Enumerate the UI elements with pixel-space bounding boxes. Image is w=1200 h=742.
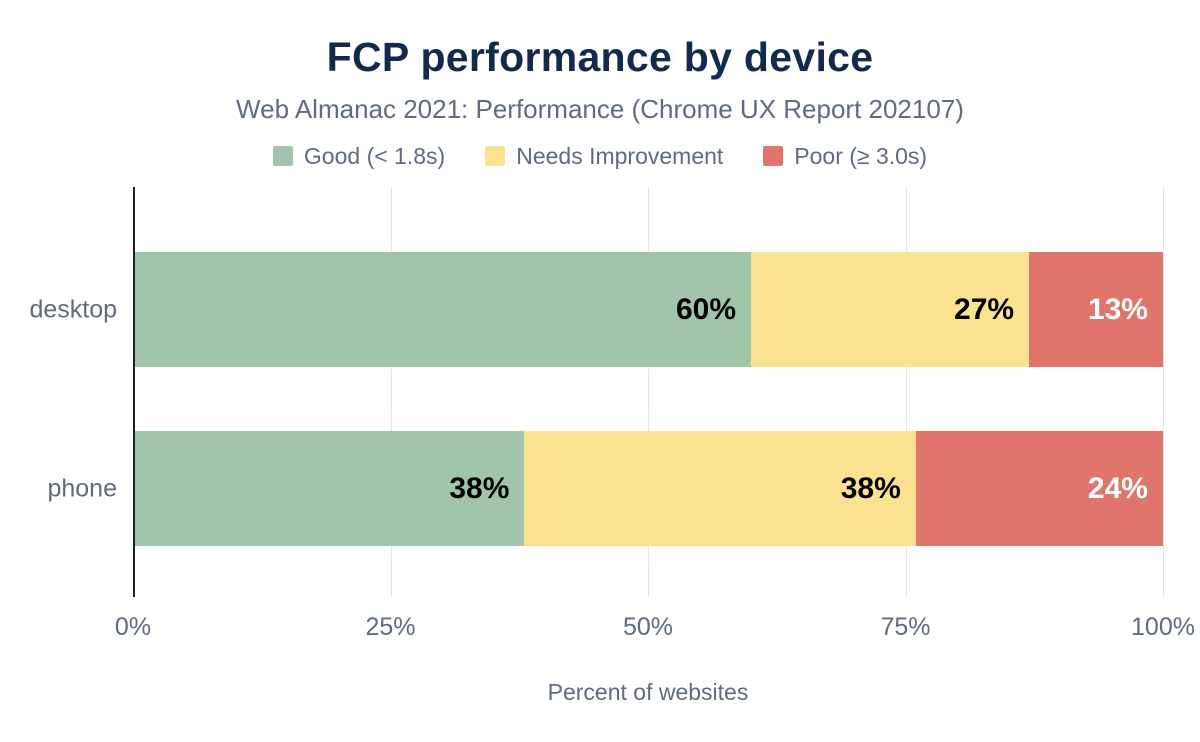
legend-label: Poor (≥ 3.0s)	[794, 142, 928, 169]
bar-row-desktop: desktop 60% 27% 13%	[29, 252, 1163, 367]
bar-value-label: 38%	[449, 471, 510, 505]
legend-swatch	[272, 146, 293, 166]
gridline	[1163, 187, 1164, 597]
bar-value-label: 27%	[954, 292, 1015, 326]
bar-row-phone: phone 38% 38% 24%	[47, 431, 1163, 546]
legend-item-0: Good (< 1.8s)	[272, 142, 446, 170]
gridline	[648, 187, 649, 597]
gridline	[905, 187, 907, 597]
x-axis-ticks: 0% 25% 50% 75% 100%	[115, 613, 1195, 649]
bar-segment: 27%	[751, 252, 1030, 367]
bar-value-label: 13%	[1087, 292, 1148, 326]
legend-label: Good (< 1.8s)	[303, 142, 446, 169]
bar-segment: 38%	[524, 431, 916, 546]
gridline	[390, 187, 392, 597]
bar-value-label: 60%	[675, 292, 736, 326]
x-tick-label: 75%	[880, 613, 931, 641]
x-tick-label: 0%	[114, 613, 152, 641]
bar-value-label: 24%	[1087, 471, 1148, 505]
legend: Good (< 1.8s) Needs Improvement Poor (≥ 3.…	[0, 143, 1200, 169]
x-axis-title: Percent of websites	[547, 679, 749, 705]
legend-swatch	[763, 146, 784, 166]
x-tick-label: 100%	[1131, 613, 1195, 641]
bar-value-label: 38%	[840, 471, 901, 505]
legend-item-1: Needs Improvement	[485, 143, 723, 170]
y-category-label: phone	[47, 474, 117, 502]
legend-label: Needs Improvement	[516, 142, 724, 169]
x-tick-label: 25%	[365, 613, 416, 641]
plot-area: desktop 60% 27% 13% phone 38% 38% 24%	[29, 187, 1164, 597]
legend-item-2: Poor (≥ 3.0s)	[763, 143, 927, 170]
bar-segment: 13%	[1029, 252, 1163, 367]
bar-segment: 60%	[133, 252, 751, 367]
y-axis-line	[133, 187, 135, 597]
bar-segment: 38%	[133, 431, 525, 546]
chart-subtitle: Web Almanac 2021: Performance (Chrome UX…	[236, 94, 964, 124]
bar-segment: 24%	[915, 431, 1163, 546]
x-tick-label: 50%	[622, 613, 674, 641]
chart-title: FCP performance by device	[326, 34, 874, 80]
legend-swatch	[485, 146, 506, 166]
y-category-label: desktop	[29, 295, 117, 323]
